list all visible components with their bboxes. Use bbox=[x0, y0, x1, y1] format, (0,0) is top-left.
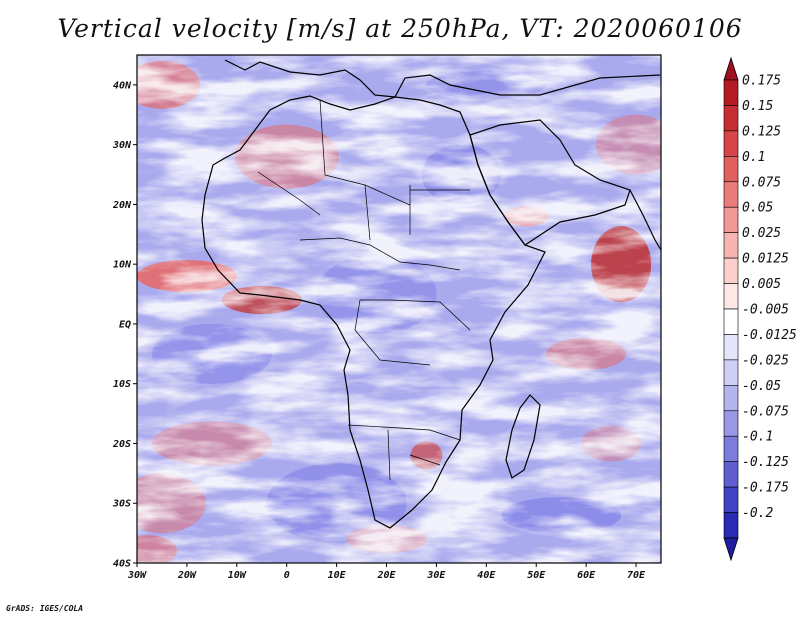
colorbar-label: 0.05 bbox=[742, 201, 773, 216]
field-texture bbox=[137, 55, 661, 563]
colorbar-label: 0.025 bbox=[742, 226, 781, 241]
coastlines bbox=[201, 59, 661, 529]
latitude-axis: 40N 30N 20N 10N EQ 10S 20S 30S 40S bbox=[112, 80, 137, 570]
colorbar-swatch bbox=[723, 206, 739, 233]
colorbar-swatch bbox=[723, 486, 739, 513]
lat-tick-label: 20S bbox=[112, 439, 131, 450]
lat-tick-label: 30S bbox=[112, 499, 131, 510]
colorbar-swatch bbox=[723, 105, 739, 132]
colorbar-swatch bbox=[723, 435, 739, 462]
colorbar-label: -0.005 bbox=[742, 303, 789, 318]
border-central bbox=[299, 237, 471, 366]
lon-tick-label: 40E bbox=[477, 570, 496, 581]
lon-tick-label: 30W bbox=[127, 570, 147, 581]
colorbar-label: 0.0125 bbox=[742, 252, 789, 267]
colorbar-label: 0.1 bbox=[742, 150, 765, 165]
colorbar-swatch bbox=[723, 512, 739, 539]
colorbar-label: 0.175 bbox=[742, 74, 781, 89]
colorbar-label: -0.075 bbox=[742, 404, 789, 419]
europe-coastline bbox=[224, 59, 661, 98]
colorbar-swatch bbox=[723, 283, 739, 310]
colorbar-label: -0.2 bbox=[742, 506, 773, 521]
lat-tick-label: 10N bbox=[113, 260, 132, 271]
colorbar-bottom-arrow bbox=[723, 537, 739, 562]
lon-tick-label: 70E bbox=[627, 570, 646, 581]
lon-tick-label: 10W bbox=[228, 570, 247, 581]
lat-tick-label: 40S bbox=[113, 559, 131, 570]
map-title: Vertical velocity [m/s] at 250hPa, VT: 2… bbox=[57, 14, 743, 43]
colorbar-swatch bbox=[723, 181, 739, 208]
colorbar-swatch bbox=[723, 257, 739, 284]
colorbar-label: -0.175 bbox=[742, 481, 789, 496]
credit-label: GrADS: IGES/COLA bbox=[6, 604, 84, 613]
lat-tick-label: 30N bbox=[112, 140, 132, 151]
colorbar-label: 0.075 bbox=[742, 175, 781, 190]
colorbar-label: 0.15 bbox=[742, 99, 773, 114]
colorbar-swatch bbox=[723, 130, 739, 157]
colorbar-swatch bbox=[723, 79, 739, 106]
colorbar-label: -0.1 bbox=[742, 430, 773, 445]
lat-tick-label: EQ bbox=[119, 319, 131, 330]
lon-tick-label: 0 bbox=[284, 570, 290, 581]
colorbar: 0.175 0.15 0.125 0.1 0.075 0.05 0.025 0.0125 0.0… bbox=[723, 56, 797, 562]
colorbar-swatch bbox=[723, 359, 739, 386]
india-coastline bbox=[629, 189, 661, 251]
country-borders bbox=[257, 99, 471, 481]
lon-tick-label: 20E bbox=[376, 570, 396, 581]
africa-coastline bbox=[201, 95, 546, 529]
lat-tick-label: 10S bbox=[113, 379, 131, 390]
border-south bbox=[347, 424, 461, 481]
colorbar-swatch bbox=[723, 308, 739, 335]
lon-tick-label: 60E bbox=[577, 570, 596, 581]
lon-tick-label: 50E bbox=[527, 570, 546, 581]
colorbar-swatch bbox=[723, 232, 739, 259]
colorbar-top-arrow bbox=[723, 56, 739, 81]
colorbar-label: 0.005 bbox=[742, 277, 781, 292]
colorbar-swatch bbox=[723, 156, 739, 183]
lat-tick-label: 40N bbox=[113, 80, 132, 91]
field-shading bbox=[137, 55, 661, 563]
lon-tick-label: 20W bbox=[177, 570, 197, 581]
colorbar-swatch bbox=[723, 334, 739, 361]
lon-tick-label: 10E bbox=[328, 570, 347, 581]
colorbar-label: -0.125 bbox=[742, 455, 789, 470]
border-sahara bbox=[257, 99, 470, 241]
madagascar-coastline bbox=[505, 394, 541, 479]
colorbar-label: -0.025 bbox=[742, 353, 789, 368]
colorbar-swatch bbox=[723, 410, 739, 437]
plot-frame bbox=[136, 54, 662, 564]
arabia-coastline bbox=[469, 119, 631, 246]
colorbar-label: -0.0125 bbox=[742, 328, 797, 343]
longitude-axis: 30W 20W 10W 0 10E 20E 30E 40E 50E 60E 70E bbox=[127, 563, 646, 581]
colorbar-label: -0.05 bbox=[742, 379, 781, 394]
lat-tick-label: 20N bbox=[112, 200, 132, 211]
lon-tick-label: 30E bbox=[426, 570, 446, 581]
colorbar-label: 0.125 bbox=[742, 124, 781, 139]
colorbar-swatch bbox=[723, 461, 739, 488]
colorbar-swatch bbox=[723, 385, 739, 412]
